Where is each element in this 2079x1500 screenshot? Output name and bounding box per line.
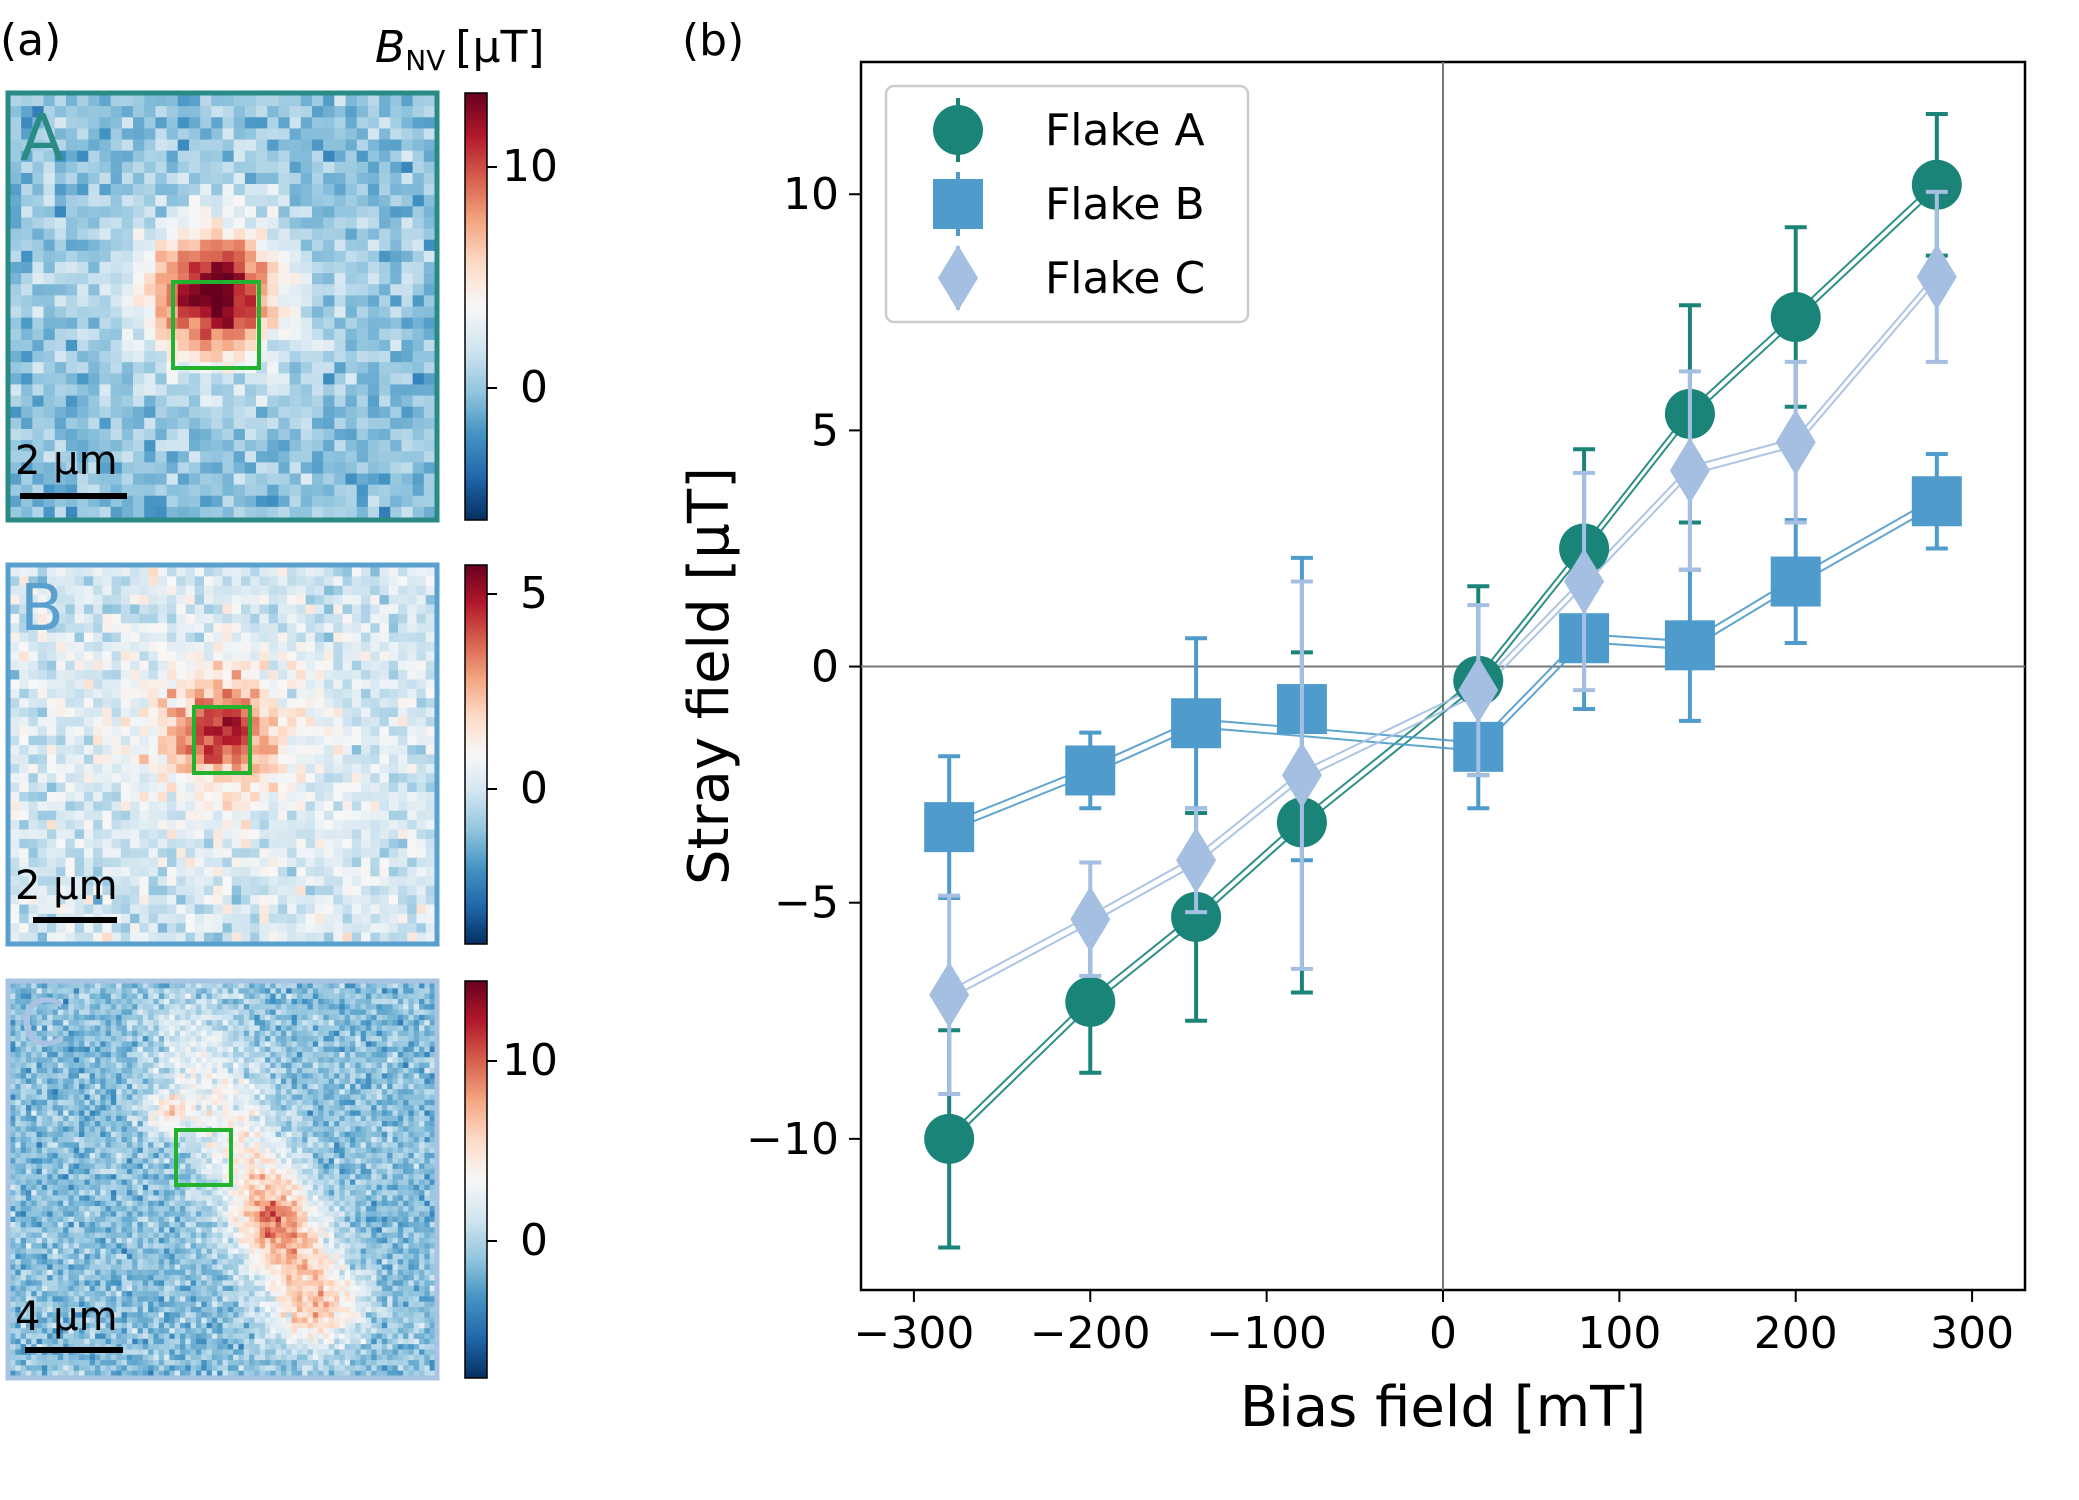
x-tick-label: −300 [853, 1308, 974, 1359]
data-point [1775, 409, 1816, 476]
chart-stray-vs-bias: −300 −200 −100 0 100 200 300 −10 −5 0 5 10 Bias fie… [677, 60, 2027, 1440]
scale-bar-label-a: 2 μm [15, 438, 118, 484]
y-tick-label: 0 [811, 642, 839, 693]
axes: −300 −200 −100 0 100 200 300 −10 −5 0 5 10 [746, 169, 2014, 1359]
legend-label: Flake C [1045, 253, 1205, 304]
colorbar-a-tick-label-0: 10 [502, 141, 558, 192]
data-point [1916, 243, 1957, 310]
map-frame-a [5, 90, 440, 523]
colorbar-b: 5 0 [464, 564, 548, 945]
heatmap-flake-b [10, 567, 435, 942]
colorbar-title-subscript: NV [405, 44, 445, 77]
colorbar-title: BNV [μT] [375, 22, 545, 77]
x-tick-label: 0 [1429, 1308, 1457, 1359]
data-point [1458, 657, 1499, 724]
scale-bar-b [33, 917, 117, 923]
colorbar-b-tick-label-1: 0 [520, 763, 548, 814]
colorbar-gradient-c [464, 980, 488, 1379]
colorbar-b-tick-label-0: 5 [520, 568, 548, 619]
data-point [1911, 476, 1962, 527]
x-tick-label: −100 [1206, 1308, 1327, 1359]
data-point [1281, 742, 1322, 809]
heatmap-flake-a [10, 95, 435, 518]
legend-label: Flake B [1045, 179, 1205, 230]
data-point [1770, 292, 1821, 343]
map-frame-b [5, 562, 440, 947]
colorbar-gradient-a [464, 92, 488, 521]
colorbar-gradient-b [464, 564, 488, 945]
panel-a-label: (a) [0, 15, 61, 66]
y-tick-label: 10 [783, 169, 839, 220]
data-point [1770, 556, 1821, 607]
data-point [1911, 159, 1962, 210]
legend-marker-square [933, 179, 983, 229]
colorbar-a-tick-label-1: 0 [520, 362, 548, 413]
colorbar-title-unit: [μT] [455, 22, 544, 73]
scale-bar-a [20, 493, 127, 499]
x-tick-label: 300 [1930, 1308, 2014, 1359]
roi-box-a [171, 280, 261, 370]
data-point [1669, 437, 1710, 504]
scale-bar-label-b: 2 μm [15, 863, 118, 909]
legend-marker-diamond [938, 245, 978, 311]
colorbar-title-symbol: B [375, 22, 405, 73]
y-axis-label: Stray field [μT] [677, 467, 742, 885]
series-flake-c [929, 189, 1957, 1096]
legend-marker-circle [933, 105, 983, 155]
legend-label: Flake A [1045, 105, 1205, 156]
y-tick-label: −5 [774, 878, 839, 929]
roi-box-c [174, 1128, 233, 1187]
map-letter-b: B [20, 572, 64, 646]
data-point [1065, 976, 1116, 1027]
data-point [924, 802, 975, 853]
colorbar-c-tick-label-1: 0 [520, 1215, 548, 1266]
colorbar-a: 10 0 [464, 92, 558, 521]
roi-box-b [192, 705, 252, 775]
x-tick-label: −200 [1030, 1308, 1151, 1359]
y-tick-label: −10 [746, 1114, 839, 1165]
data-point [1070, 886, 1111, 953]
data-point [1664, 620, 1715, 671]
heatmap-flake-c [10, 983, 435, 1376]
x-tick-label: 200 [1754, 1308, 1838, 1359]
data-point [924, 1113, 975, 1164]
map-letter-a: A [20, 102, 64, 176]
data-point [1065, 745, 1116, 796]
map-frame-c [5, 978, 440, 1381]
magnetic-map-flake-a: A 2 μm [5, 90, 440, 523]
data-point [1564, 548, 1605, 615]
data-point [1176, 827, 1217, 894]
panel-b-label: (b) [682, 15, 744, 66]
map-letter-c: C [20, 987, 65, 1061]
series-layer [924, 111, 1962, 1250]
legend: Flake A Flake B Flake C [884, 84, 1250, 324]
data-point [1171, 698, 1222, 749]
data-point [1171, 891, 1222, 942]
scale-bar-c [25, 1347, 123, 1353]
magnetic-map-flake-b: B 2 μm [5, 562, 440, 947]
x-tick-label: 100 [1577, 1308, 1661, 1359]
magnetic-map-flake-c: C 4 μm [5, 978, 440, 1381]
data-point [929, 961, 970, 1028]
y-tick-label: 5 [811, 405, 839, 456]
colorbar-c-tick-label-0: 10 [502, 1035, 558, 1086]
zero-lines [861, 62, 2025, 1290]
scale-bar-label-c: 4 μm [15, 1294, 118, 1340]
x-axis-label: Bias field [mT] [1240, 1375, 1646, 1440]
colorbar-c: 10 0 [464, 980, 558, 1379]
